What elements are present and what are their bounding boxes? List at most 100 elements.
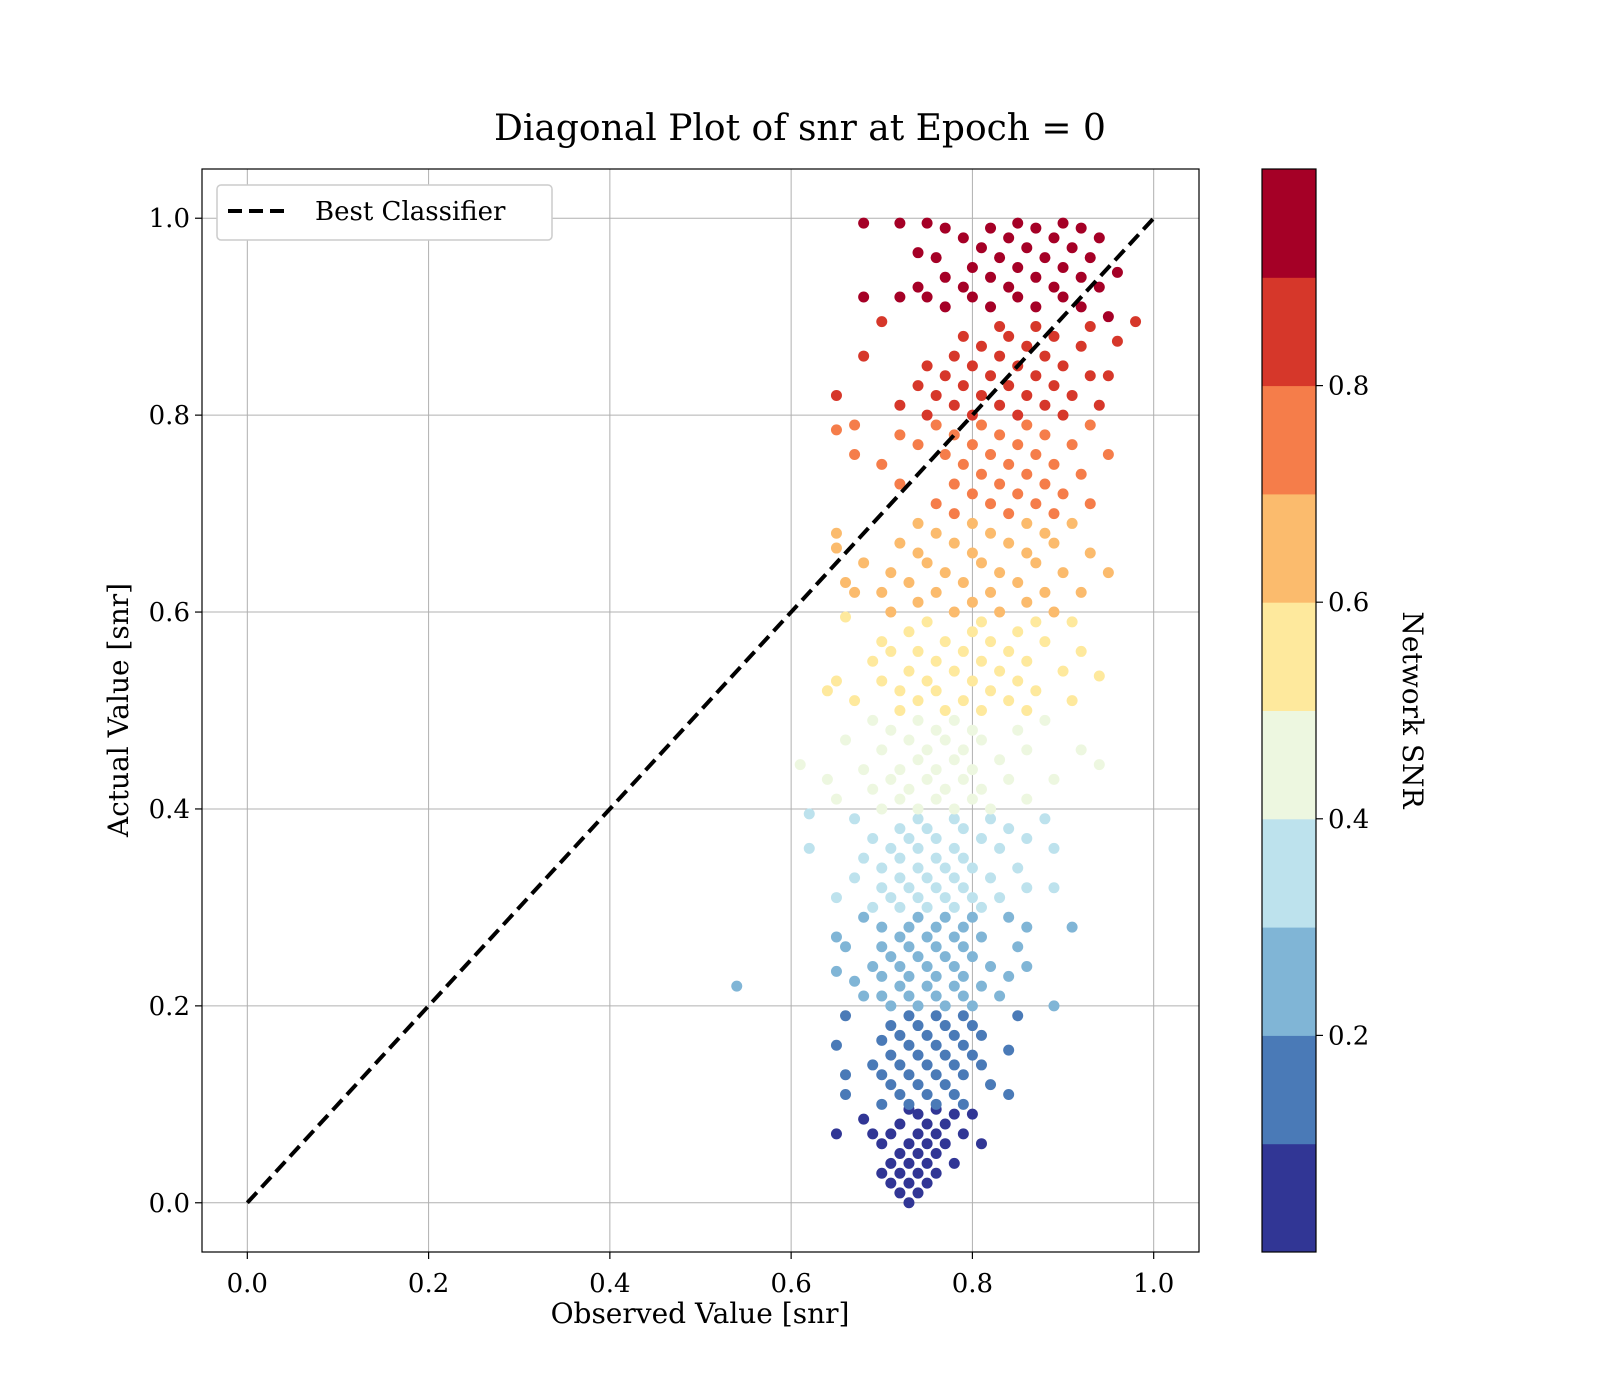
colorbar-band	[1262, 927, 1316, 1036]
scatter-point	[921, 675, 933, 687]
scatter-point	[903, 734, 915, 746]
scatter-point	[948, 1059, 960, 1071]
scatter-point	[1039, 429, 1051, 441]
scatter-point	[1057, 488, 1069, 500]
scatter-point	[830, 389, 842, 401]
colorbar-band	[1262, 385, 1316, 495]
scatter-point	[858, 350, 870, 362]
scatter-point	[1003, 232, 1015, 244]
scatter-point	[975, 705, 987, 716]
scatter-point	[966, 911, 978, 923]
scatter-point	[1057, 409, 1069, 421]
scatter-point	[803, 808, 815, 820]
scatter-point	[912, 911, 924, 923]
scatter-point	[948, 803, 960, 815]
scatter-point	[1021, 960, 1033, 972]
colorbar-band	[1262, 1143, 1316, 1253]
scatter-point	[849, 813, 861, 825]
scatter-point	[912, 892, 924, 904]
scatter-point	[858, 764, 870, 776]
scatter-point	[894, 852, 906, 864]
colorbar-band	[1262, 710, 1316, 820]
scatter-point	[948, 754, 960, 766]
scatter-point	[1012, 862, 1024, 874]
scatter-point	[948, 350, 960, 362]
scatter-point	[858, 1113, 870, 1125]
scatter-point	[849, 872, 861, 884]
scatter-point	[921, 744, 933, 756]
scatter-point	[939, 911, 951, 923]
scatter-point	[930, 921, 942, 933]
scatter-point	[948, 901, 960, 913]
scatter-point	[1003, 695, 1015, 707]
colorbar-ticks: 0.2 0.4 0.6 0.8	[1316, 372, 1369, 1051]
scatter-point	[966, 675, 978, 687]
scatter-point	[1075, 301, 1087, 313]
scatter-point	[957, 1069, 969, 1081]
scatter-point	[1003, 330, 1015, 342]
scatter-point	[1075, 468, 1087, 480]
scatter-point	[830, 542, 842, 554]
scatter-point	[1057, 360, 1069, 372]
data-points	[731, 217, 1142, 1209]
scatter-point	[930, 1167, 942, 1179]
scatter-point	[912, 813, 924, 825]
scatter-point	[975, 832, 987, 844]
scatter-point	[1021, 882, 1033, 894]
scatter-point	[966, 764, 978, 776]
scatter-point	[994, 892, 1006, 904]
scatter-point	[921, 616, 933, 628]
scatter-point	[957, 281, 969, 293]
scatter-point	[876, 1098, 888, 1110]
scatter-point	[957, 990, 969, 1002]
scatter-point	[1003, 458, 1015, 470]
y-tick-label: 1.0	[149, 204, 190, 234]
y-tick-label: 0.8	[149, 401, 190, 431]
scatter-point	[876, 1167, 888, 1179]
scatter-point	[948, 399, 960, 411]
scatter-point	[849, 695, 861, 707]
scatter-point	[1111, 266, 1123, 278]
scatter-point	[876, 1138, 888, 1150]
scatter-point	[1012, 626, 1024, 638]
scatter-point	[1030, 321, 1042, 333]
scatter-point	[876, 803, 888, 815]
scatter-point	[1084, 419, 1096, 431]
scatter-point	[1048, 1000, 1060, 1012]
scatter-point	[921, 217, 933, 229]
scatter-point	[894, 1167, 906, 1179]
scatter-point	[1075, 645, 1087, 657]
scatter-point	[1084, 370, 1096, 382]
scatter-point	[885, 1049, 897, 1061]
scatter-point	[994, 252, 1006, 264]
scatter-point	[903, 1157, 915, 1169]
scatter-point	[731, 980, 743, 992]
scatter-point	[975, 931, 987, 943]
scatter-point	[985, 370, 997, 382]
scatter-point	[966, 1108, 978, 1120]
scatter-point	[1039, 586, 1051, 598]
scatter-point	[939, 783, 951, 795]
scatter-point	[966, 793, 978, 805]
scatter-point	[930, 990, 942, 1002]
scatter-point	[1084, 547, 1096, 559]
scatter-point	[894, 1029, 906, 1041]
colorbar-tick-label: 0.6	[1328, 588, 1369, 618]
scatter-point	[948, 842, 960, 854]
scatter-point	[985, 813, 997, 825]
colorbar-band	[1262, 169, 1316, 278]
chart-title: Diagonal Plot of snr at Epoch = 0	[494, 108, 1106, 149]
scatter-point	[830, 1128, 842, 1140]
scatter-point	[948, 931, 960, 943]
y-tick-label: 0.6	[149, 598, 190, 628]
scatter-point	[903, 665, 915, 677]
scatter-point	[957, 823, 969, 835]
scatter-point	[894, 960, 906, 972]
scatter-point	[1003, 823, 1015, 835]
scatter-point	[912, 1079, 924, 1091]
scatter-point	[966, 488, 978, 500]
scatter-point	[930, 1098, 942, 1110]
scatter-point	[894, 478, 906, 490]
x-tick-label: 0.4	[589, 1269, 630, 1299]
scatter-point	[867, 960, 879, 972]
